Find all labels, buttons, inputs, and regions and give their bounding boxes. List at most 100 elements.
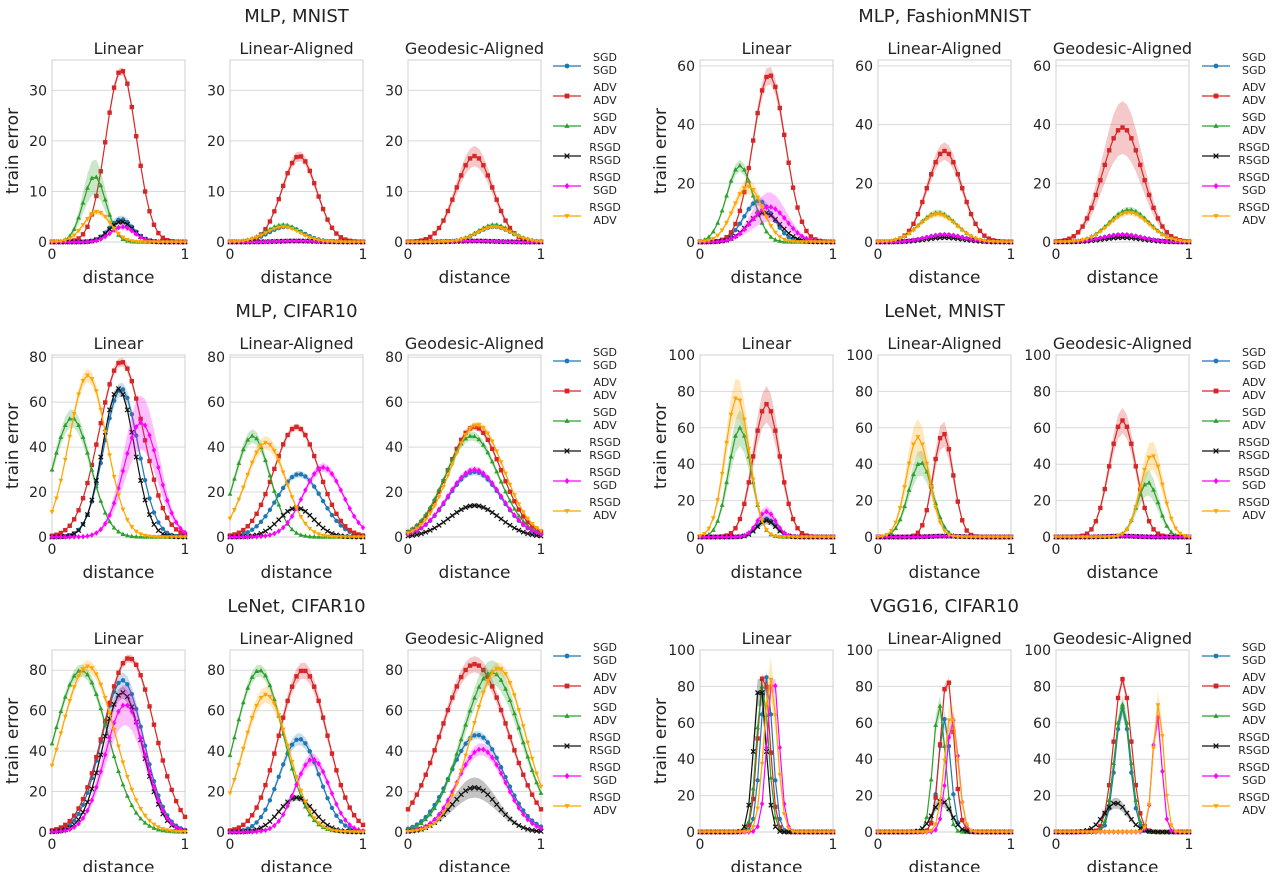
y-tick-label: 60	[207, 704, 225, 720]
data-point	[232, 508, 237, 513]
data-point	[338, 829, 344, 835]
data-point	[285, 519, 290, 526]
data-point	[436, 506, 442, 513]
data-point	[1164, 238, 1170, 245]
data-point	[414, 240, 420, 245]
data-point	[329, 471, 335, 477]
data-point	[356, 535, 361, 540]
data-point	[271, 226, 277, 232]
data-point	[432, 748, 437, 753]
data-point	[946, 806, 952, 812]
data-point	[485, 238, 490, 245]
data-point	[343, 817, 348, 823]
legend-label: RSGD	[589, 791, 621, 804]
data-point	[71, 534, 77, 540]
data-point	[719, 830, 725, 835]
data-point	[768, 775, 774, 780]
data-point	[755, 207, 761, 213]
data-point	[227, 534, 233, 540]
data-point	[160, 482, 166, 488]
data-point	[1146, 519, 1152, 524]
data-point	[334, 768, 339, 773]
data-point	[241, 527, 246, 533]
data-point	[467, 433, 473, 438]
data-point	[906, 237, 912, 244]
data-point	[316, 760, 321, 767]
data-point	[942, 214, 947, 219]
data-point	[423, 826, 429, 831]
data-point	[449, 239, 455, 244]
data-point	[511, 525, 518, 531]
y-tick-label: 40	[677, 118, 695, 134]
data-point	[494, 666, 500, 672]
data-point	[440, 519, 447, 525]
legend-label: SGD	[593, 641, 617, 654]
data-point	[254, 828, 259, 835]
data-point	[169, 820, 174, 827]
series-band	[230, 664, 363, 832]
data-point	[968, 234, 974, 239]
data-point	[516, 517, 522, 524]
data-point	[1106, 222, 1112, 227]
y-tick-label: 80	[677, 679, 695, 695]
data-point	[351, 813, 357, 818]
data-point	[746, 480, 751, 485]
data-point	[728, 230, 734, 235]
data-point	[116, 529, 121, 534]
data-point	[236, 530, 242, 535]
data-point	[750, 748, 756, 755]
data-point	[165, 774, 170, 779]
data-point	[1004, 535, 1009, 540]
data-point	[724, 479, 730, 485]
data-point	[920, 235, 925, 242]
y-tick-label: 40	[385, 744, 403, 760]
data-point	[294, 674, 299, 679]
data-point	[329, 790, 335, 797]
x-tick-label: 1	[1007, 247, 1016, 263]
data-point	[324, 822, 331, 828]
x-axis-label: distance	[908, 858, 980, 872]
data-point	[507, 522, 513, 528]
data-point	[240, 746, 246, 752]
data-point	[303, 762, 308, 768]
data-point	[245, 730, 251, 736]
data-point	[494, 671, 500, 677]
data-point	[347, 830, 353, 835]
data-point	[525, 530, 531, 537]
data-point	[441, 788, 446, 793]
data-point	[138, 815, 144, 821]
data-point	[316, 238, 322, 243]
data-point	[964, 535, 970, 540]
data-point	[516, 513, 522, 518]
data-point	[120, 468, 126, 474]
data-point	[280, 727, 286, 732]
data-point	[1058, 830, 1063, 835]
series-line	[1056, 419, 1189, 538]
data-point	[245, 818, 250, 824]
data-point	[520, 236, 526, 241]
data-point	[1093, 535, 1099, 540]
data-point	[1115, 720, 1121, 725]
data-point	[324, 528, 331, 534]
data-point	[241, 822, 246, 828]
data-point	[728, 178, 734, 183]
series-line	[1056, 717, 1189, 833]
data-point	[329, 225, 335, 230]
data-point	[356, 818, 361, 824]
data-point	[289, 426, 295, 432]
y-tick-label: 20	[207, 485, 225, 501]
data-point	[467, 238, 473, 244]
legend-label: RSGD	[589, 761, 621, 774]
series	[875, 211, 1014, 245]
data-point	[227, 240, 233, 245]
data-point	[893, 238, 899, 243]
legend-label: RSGD	[1238, 141, 1270, 154]
data-point	[919, 460, 925, 465]
data-point	[1133, 208, 1139, 214]
x-axis-label: distance	[260, 858, 332, 872]
plot-frame	[51, 354, 186, 538]
subplot-title: Linear	[742, 334, 792, 353]
